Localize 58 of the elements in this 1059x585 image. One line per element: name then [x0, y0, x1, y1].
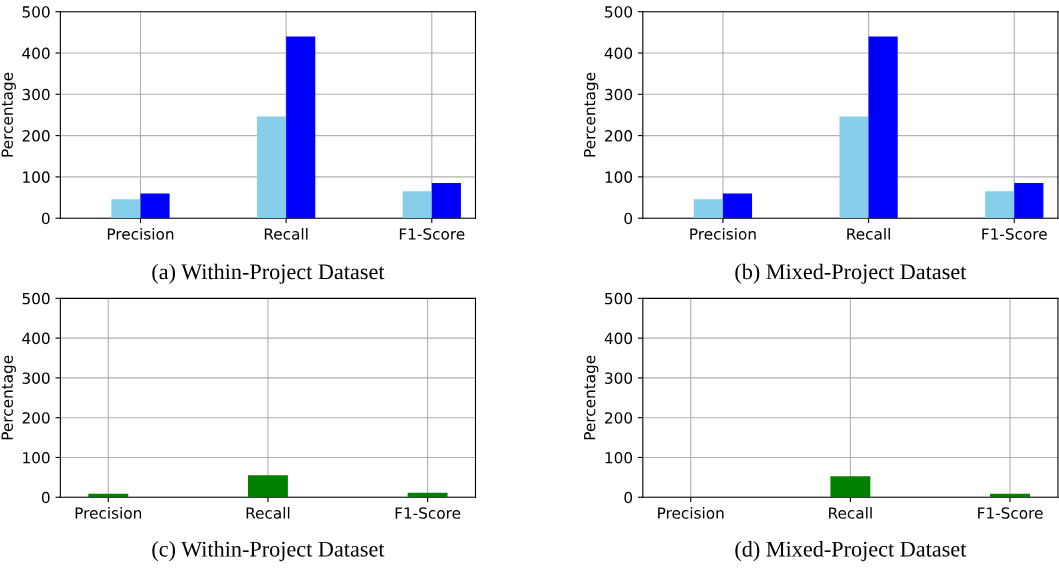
- bar: [407, 492, 448, 498]
- y-tick-label: 400: [22, 47, 50, 60]
- y-tick-label: 0: [41, 491, 50, 504]
- y-tick-label: 300: [605, 372, 633, 384]
- x-tick-label: F1-Score: [982, 228, 1047, 240]
- y-tick-label: 400: [22, 332, 50, 345]
- bar: [257, 116, 287, 219]
- text: (b) Mixed-Project Dataset: [735, 263, 967, 284]
- y-tick-label: 200: [22, 412, 50, 424]
- x-tick-label: Recall: [264, 227, 308, 240]
- y-tick-label: 400: [604, 332, 633, 345]
- y-tick-label: 300: [22, 88, 50, 101]
- y-tick-label: 200: [22, 130, 50, 142]
- y-tick-label: 500: [22, 6, 50, 18]
- text: (a) Within-Project Dataset: [152, 263, 385, 284]
- y-axis-title: Percentage: [584, 355, 599, 440]
- bar: [1014, 183, 1044, 219]
- bar: [111, 199, 141, 219]
- x-tick-label: Recall: [829, 506, 872, 519]
- y-tick-label: 500: [605, 6, 633, 18]
- y-axis-title: Percentage: [1, 72, 16, 157]
- y-axis-title: Percentage: [1, 355, 16, 440]
- y-tick-label: 100: [23, 171, 50, 183]
- y-tick-label: 500: [22, 292, 50, 305]
- y-tick-label: 100: [23, 451, 50, 464]
- x-tick-label: Recall: [847, 227, 890, 240]
- bar: [722, 193, 753, 219]
- x-tick-label: Precision: [107, 227, 174, 240]
- bar: [693, 199, 723, 219]
- text: (d) Mixed-Project Dataset: [735, 541, 967, 562]
- y-tick-label: 100: [605, 451, 633, 464]
- bar: [247, 475, 288, 498]
- y-axis-title: Percentage: [584, 72, 599, 157]
- y-tick-label: 200: [605, 412, 633, 424]
- x-tick-label: Recall: [246, 506, 290, 519]
- x-tick-label: F1-Score: [395, 507, 461, 519]
- y-tick-label: 300: [22, 372, 50, 384]
- y-tick-label: 400: [604, 47, 633, 60]
- x-tick-label: Precision: [75, 506, 142, 519]
- x-tick-label: Precision: [658, 506, 724, 519]
- x-tick-label: F1-Score: [399, 228, 465, 240]
- bar: [140, 193, 170, 219]
- bar: [402, 191, 432, 219]
- y-tick-label: 300: [605, 88, 633, 101]
- bar: [431, 183, 461, 219]
- y-tick-label: 100: [605, 171, 633, 183]
- x-tick-label: F1-Score: [978, 507, 1043, 519]
- y-tick-label: 0: [41, 212, 50, 225]
- bar: [839, 116, 869, 219]
- bar: [868, 36, 898, 219]
- y-tick-label: 0: [624, 491, 633, 504]
- bar: [985, 191, 1015, 219]
- y-tick-label: 200: [605, 130, 633, 142]
- y-tick-label: 0: [624, 212, 633, 225]
- x-tick-label: Precision: [690, 227, 756, 240]
- bar: [286, 36, 316, 219]
- text: (c) Within-Project Dataset: [152, 541, 385, 562]
- y-tick-label: 500: [605, 292, 633, 305]
